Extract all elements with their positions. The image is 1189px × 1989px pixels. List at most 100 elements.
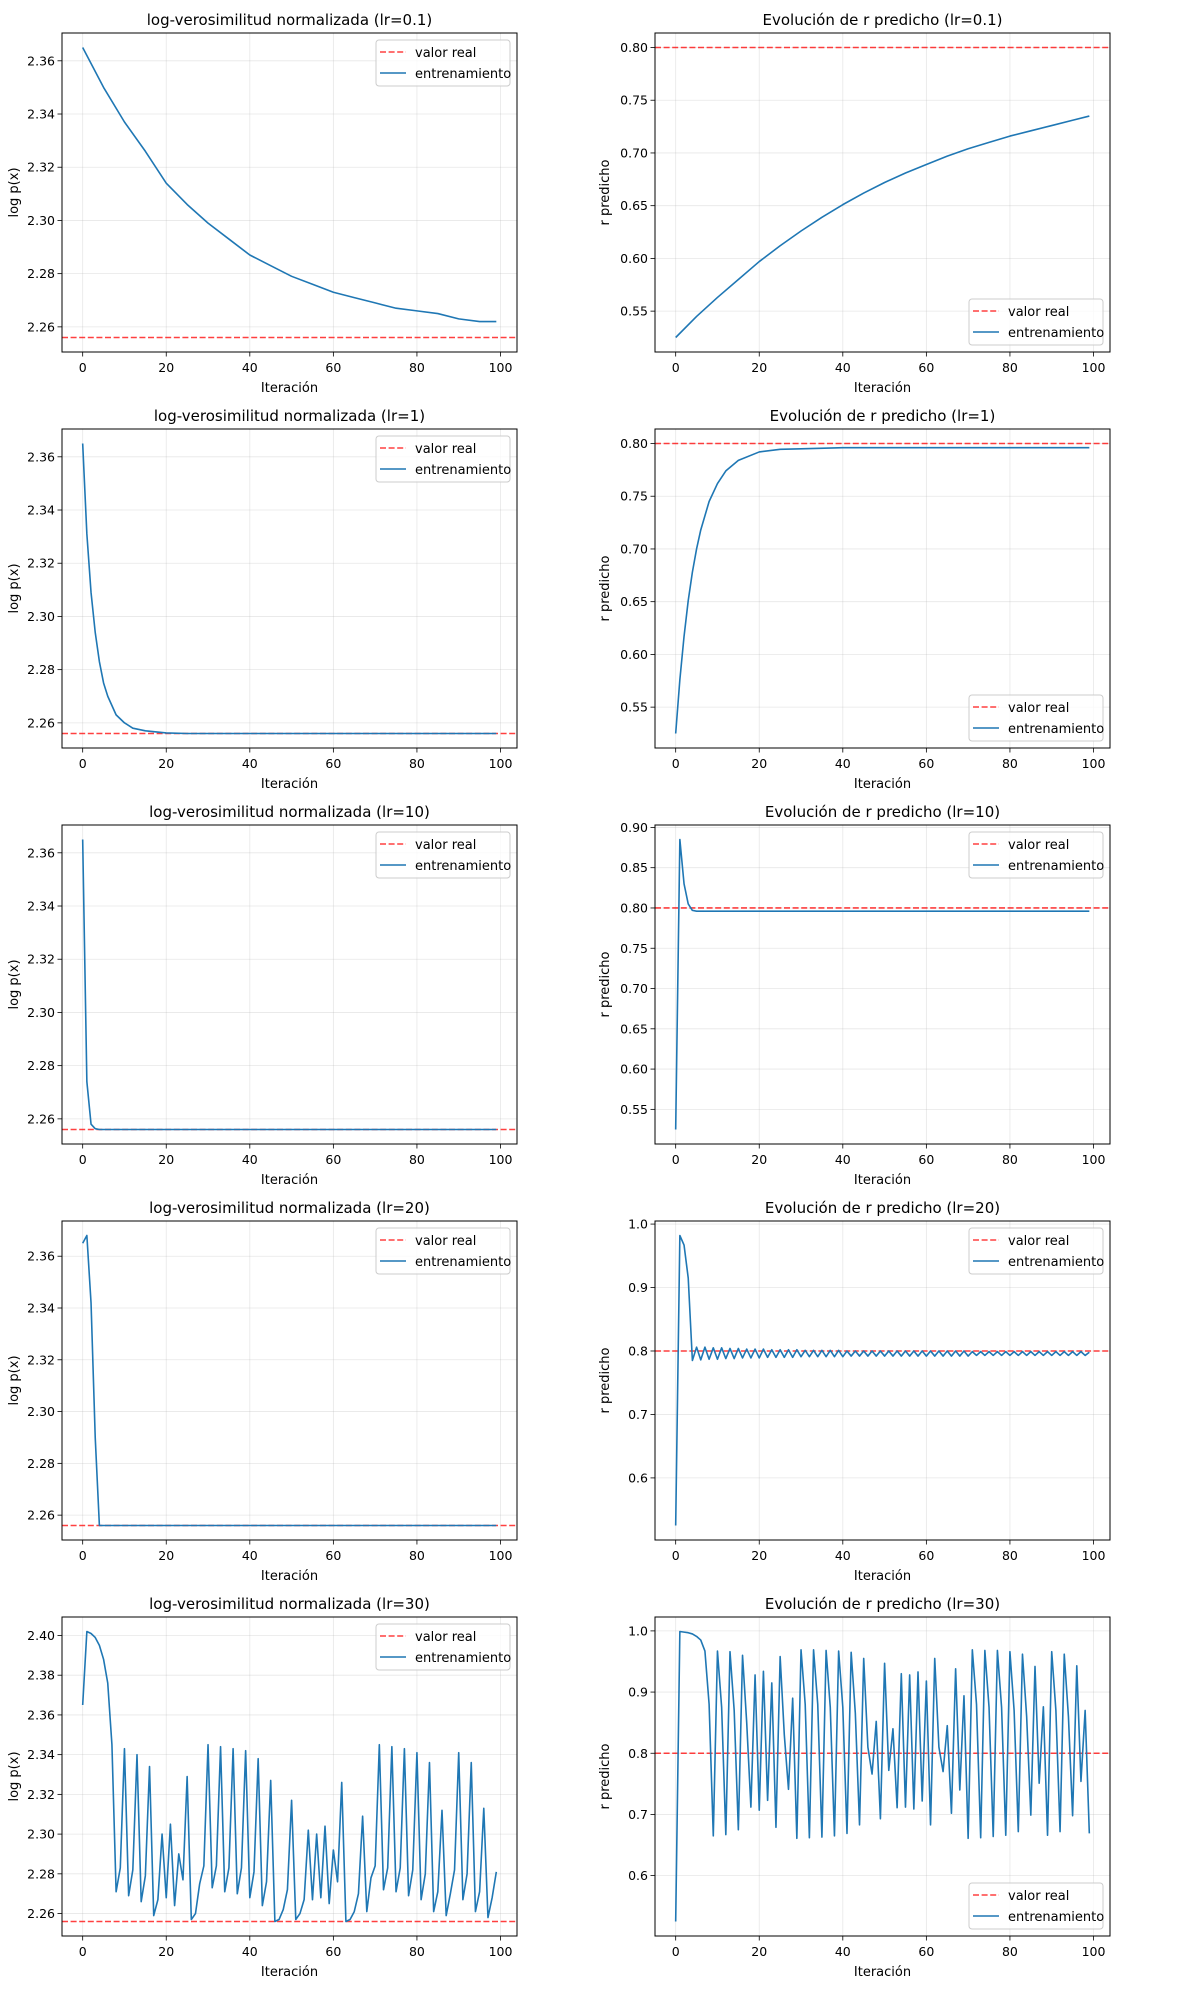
training-line — [81, 1234, 497, 1527]
subplot: 0 20 40 60 80 100 2.26 2.28 2.30 2.32 2.34 2.36 log-… — [7, 803, 518, 1188]
x-tick-label: 100 — [1082, 1548, 1106, 1563]
legend: valor real entrenamiento — [375, 1227, 511, 1275]
axes-frame — [654, 428, 1111, 749]
legend-real-label: valor real — [415, 442, 476, 457]
legend-box — [968, 1227, 1104, 1275]
legend-train-label: entrenamiento — [415, 1651, 511, 1666]
x-tick-label: 80 — [409, 756, 425, 771]
subplot: 0 20 40 60 80 100 2.26 2.28 2.30 2.32 2.34 2.36 log-… — [7, 1199, 518, 1584]
x-tick-label: 40 — [242, 360, 258, 375]
chart-title: log-verosimilitud normalizada (lr=30) — [149, 1595, 430, 1613]
chart-title: Evolución de r predicho (lr=30) — [765, 1595, 1000, 1613]
y-axis-label: log p(x) — [7, 167, 22, 217]
x-axis-label: Iteración — [854, 381, 911, 396]
x-tick-label: 0 — [672, 360, 680, 375]
axes-frame — [61, 1616, 518, 1937]
y-tick-label: 2.28 — [27, 662, 55, 677]
x-tick-label: 20 — [751, 756, 767, 771]
y-tick-label: 2.26 — [27, 1906, 55, 1921]
y-tick-label: 0.8 — [628, 1746, 648, 1761]
x-tick-label: 80 — [1002, 756, 1018, 771]
y-tick-label: 2.30 — [27, 1827, 55, 1842]
legend: valor real entrenamiento — [968, 1882, 1104, 1930]
subplot: 0 20 40 60 80 100 0.55 0.60 0.65 0.70 0.75 0.80 0.85… — [598, 803, 1111, 1188]
legend-box — [375, 1227, 511, 1275]
y-tick-label: 2.34 — [27, 503, 55, 518]
axes-frame — [654, 824, 1111, 1145]
y-tick-label: 0.6 — [628, 1868, 648, 1883]
y-axis-label: log p(x) — [7, 959, 22, 1009]
x-tick-label: 40 — [242, 1548, 258, 1563]
axes-frame — [61, 428, 518, 749]
legend-real-label: valor real — [1008, 1234, 1069, 1249]
subplot: 0 20 40 60 80 100 2.26 2.28 2.30 2.32 2.34 2.36 2.38… — [7, 1595, 518, 1980]
x-tick-label: 0 — [79, 1944, 87, 1959]
x-tick-label: 80 — [1002, 1944, 1018, 1959]
x-tick-label: 100 — [489, 360, 513, 375]
legend-box — [968, 1882, 1104, 1930]
y-tick-label: 0.60 — [620, 647, 648, 662]
y-tick-label: 0.60 — [620, 251, 648, 266]
training-line — [674, 446, 1090, 734]
axes-frame — [61, 1220, 518, 1541]
subplot: 0 20 40 60 80 100 2.26 2.28 2.30 2.32 2.34 2.36 log-… — [7, 407, 518, 792]
y-tick-label: 0.70 — [620, 981, 648, 996]
y-tick-label: 0.55 — [620, 1102, 648, 1117]
legend: valor real entrenamiento — [968, 298, 1104, 346]
subplot: 0 20 40 60 80 100 0.6 0.7 0.8 0.9 1.0 Evolución de … — [598, 1199, 1111, 1584]
x-tick-label: 40 — [835, 1548, 851, 1563]
legend-real-label: valor real — [415, 46, 476, 61]
x-tick-label: 60 — [325, 1944, 341, 1959]
x-tick-label: 40 — [835, 1944, 851, 1959]
y-tick-label: 2.34 — [27, 107, 55, 122]
y-tick-label: 2.32 — [27, 1787, 55, 1802]
y-tick-label: 0.6 — [628, 1470, 648, 1485]
legend-real-label: valor real — [1008, 1889, 1069, 1904]
training-line — [675, 115, 1090, 339]
x-tick-label: 60 — [325, 1548, 341, 1563]
training-line — [674, 1234, 1090, 1526]
chart-title: Evolución de r predicho (lr=1) — [770, 407, 996, 425]
x-tick-label: 20 — [751, 1548, 767, 1563]
y-tick-label: 2.26 — [27, 715, 55, 730]
x-tick-label: 100 — [1082, 1944, 1106, 1959]
y-tick-label: 2.28 — [27, 1058, 55, 1073]
x-tick-label: 100 — [489, 756, 513, 771]
x-tick-label: 80 — [409, 1548, 425, 1563]
x-tick-label: 40 — [242, 756, 258, 771]
chart-title: log-verosimilitud normalizada (lr=0.1) — [147, 11, 433, 29]
x-tick-label: 80 — [1002, 1152, 1018, 1167]
legend: valor real entrenamiento — [375, 1623, 511, 1671]
x-tick-label: 80 — [409, 1944, 425, 1959]
y-tick-label: 2.30 — [27, 1005, 55, 1020]
x-tick-label: 40 — [835, 1152, 851, 1167]
y-tick-label: 1.0 — [628, 1623, 648, 1638]
y-tick-label: 0.8 — [628, 1343, 648, 1358]
x-tick-label: 0 — [79, 1152, 87, 1167]
x-tick-label: 60 — [918, 1944, 934, 1959]
y-axis-label: r predicho — [598, 159, 613, 225]
y-tick-label: 2.26 — [27, 1111, 55, 1126]
y-axis-label: r predicho — [598, 1347, 613, 1413]
legend: valor real entrenamiento — [968, 1227, 1104, 1275]
x-tick-label: 20 — [751, 1944, 767, 1959]
x-tick-label: 40 — [835, 756, 851, 771]
legend: valor real entrenamiento — [968, 694, 1104, 742]
y-tick-label: 2.34 — [27, 1301, 55, 1316]
legend-train-label: entrenamiento — [415, 859, 511, 874]
legend-train-label: entrenamiento — [1008, 326, 1104, 341]
y-tick-label: 0.90 — [620, 820, 648, 835]
training-line — [674, 838, 1090, 1130]
legend-real-label: valor real — [415, 1234, 476, 1249]
x-tick-label: 60 — [918, 360, 934, 375]
y-tick-label: 0.85 — [620, 860, 648, 875]
x-tick-label: 0 — [672, 1944, 680, 1959]
legend: valor real entrenamiento — [375, 435, 511, 483]
y-tick-label: 0.7 — [628, 1407, 648, 1422]
x-axis-label: Iteración — [261, 777, 318, 792]
training-line — [81, 839, 497, 1131]
legend: valor real entrenamiento — [968, 831, 1104, 879]
y-tick-label: 2.32 — [27, 160, 55, 175]
legend: valor real entrenamiento — [375, 831, 511, 879]
x-tick-label: 100 — [489, 1944, 513, 1959]
